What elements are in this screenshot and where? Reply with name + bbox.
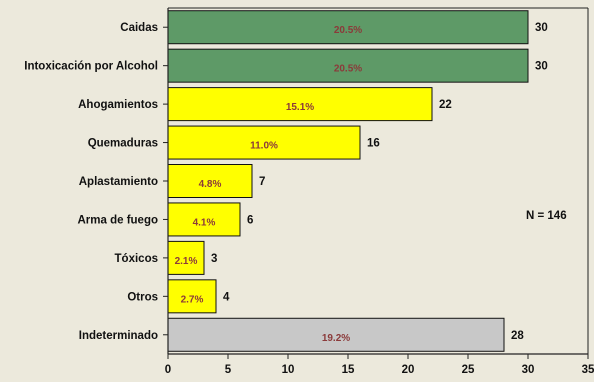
bar [167,125,361,160]
percent-label: 2.1% [175,256,198,267]
category-label: Quemaduras [88,138,158,150]
x-tick-label: 35 [582,364,594,376]
value-label: 30 [535,22,548,34]
axes-layer: 0 5 10 15 20 25 30 35 Caidas Intoxicación por Alc… [24,7,594,376]
percent-label: 20.5% [334,64,362,75]
sample-size-label: N = 146 [526,210,567,222]
percent-label: 19.2% [322,333,350,344]
percent-label: 2.7% [181,294,204,305]
x-tick-label: 20 [402,364,415,376]
x-tick-label: 25 [462,364,475,376]
category-label: Tóxicos [115,253,158,265]
value-label: 16 [367,138,380,150]
x-tick-label: 5 [225,364,232,376]
bar [167,48,529,83]
category-label: Aplastamiento [79,176,158,188]
x-tick-label: 10 [282,364,295,376]
category-label: Otros [127,291,158,303]
x-tick-label: 30 [522,364,535,376]
value-label: 28 [511,330,524,342]
category-label: Arma de fuego [77,214,158,226]
x-tick-label: 0 [165,364,171,376]
percent-label: 20.5% [334,25,362,36]
bar [167,87,433,122]
value-label: 7 [259,176,265,188]
percent-label: 15.1% [286,102,314,113]
bar [167,240,205,275]
category-label: Caidas [120,22,158,34]
category-label: Intoxicación por Alcohol [24,61,158,73]
percent-label: 4.1% [193,217,216,228]
category-label: Indeterminado [79,330,158,342]
bar [167,10,529,45]
value-label: 3 [211,253,217,265]
percent-label: 11.0% [250,141,278,152]
value-label: 4 [223,291,230,303]
bar [167,164,253,198]
value-label: 30 [535,61,548,73]
percent-label: 4.8% [199,179,222,190]
bars-layer: 20.5% 30 20.5% 30 15.1% 22 11.0% 16 4.8% 7 4.1% 6 2.… [167,10,548,352]
category-label: Ahogamientos [78,99,158,111]
value-label: 6 [247,214,253,226]
value-label: 22 [439,99,452,111]
x-tick-label: 15 [342,364,355,376]
